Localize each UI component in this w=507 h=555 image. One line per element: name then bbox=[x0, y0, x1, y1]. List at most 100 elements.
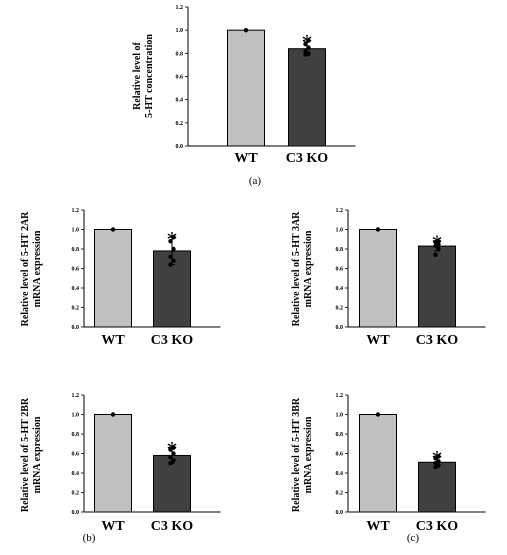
y-tick-label: 0.6 bbox=[72, 267, 80, 273]
bar-wt bbox=[227, 29, 265, 147]
category-label: WT bbox=[366, 519, 390, 534]
y-tick-label: 0.6 bbox=[336, 267, 344, 273]
bar-wt bbox=[94, 229, 132, 328]
data-point bbox=[171, 445, 176, 450]
y-tick-label: 0.4 bbox=[72, 286, 80, 292]
y-axis-label: Relative level of 5-HT 2ARmRNA expressio… bbox=[20, 211, 43, 327]
y-tick-label: 0.6 bbox=[176, 75, 184, 81]
category-label: C3 KO bbox=[151, 333, 194, 348]
significance-star: * bbox=[167, 437, 178, 462]
data-point bbox=[436, 459, 441, 464]
data-point bbox=[110, 227, 116, 232]
bar-c3-ko bbox=[288, 48, 326, 147]
significance-star: * bbox=[432, 445, 443, 470]
y-tick-label: 0.4 bbox=[336, 286, 344, 292]
y-axis-label: Relative level of 5-HT 3ARmRNA expressio… bbox=[291, 211, 314, 327]
y-tick-label: 0.6 bbox=[336, 452, 344, 458]
data-point bbox=[375, 227, 381, 232]
bar-wt bbox=[94, 414, 132, 513]
y-tick-label: 0.2 bbox=[336, 491, 344, 497]
y-axis-label-line: 5-HT concentration bbox=[144, 34, 155, 118]
y-tick-label: 1.2 bbox=[72, 208, 80, 214]
data-point bbox=[303, 48, 308, 54]
y-axis-label-line: mRNA expression bbox=[303, 416, 314, 493]
data-point bbox=[306, 45, 311, 50]
y-tick-label: 0.2 bbox=[72, 306, 80, 312]
data-point bbox=[375, 412, 381, 417]
y-axis-label: Relative level of 5-HT 2BRmRNA expressio… bbox=[20, 397, 43, 512]
data-point bbox=[171, 235, 176, 240]
data-point bbox=[171, 458, 176, 463]
data-point bbox=[171, 246, 176, 252]
y-tick-label: 0.2 bbox=[336, 306, 344, 312]
category-label: WT bbox=[234, 151, 258, 166]
y-tick-label: 1.0 bbox=[176, 28, 184, 34]
data-point bbox=[168, 461, 173, 466]
y-tick-label: 0.0 bbox=[336, 325, 344, 331]
y-axis-label-line: mRNA expression bbox=[32, 230, 43, 307]
category-label: WT bbox=[366, 333, 390, 348]
y-tick-label: 0.0 bbox=[176, 144, 184, 150]
y-axis-label-line: Relative level of 5-HT 2BR bbox=[20, 397, 31, 512]
y-tick-label: 0.6 bbox=[72, 452, 80, 458]
significance-star: * bbox=[302, 30, 313, 55]
y-axis-label-line: Relative level of 5-HT 2AR bbox=[20, 211, 31, 327]
y-tick-label: 0.0 bbox=[336, 510, 344, 516]
category-label: C3 KO bbox=[151, 519, 194, 534]
y-tick-label: 0.4 bbox=[72, 471, 80, 477]
y-axis-label: Relative level of5-HT concentration bbox=[132, 34, 155, 118]
y-tick-label: 1.0 bbox=[336, 413, 344, 419]
y-tick-label: 0.0 bbox=[72, 325, 80, 331]
data-point bbox=[306, 51, 311, 56]
bar-c3-ko bbox=[153, 454, 191, 513]
y-tick-label: 0.4 bbox=[176, 98, 184, 104]
y-tick-label: 0.8 bbox=[336, 247, 344, 253]
panel-label: (c) bbox=[407, 532, 420, 544]
y-axis-label-line: Relative level of 5-HT 3AR bbox=[291, 211, 302, 327]
y-tick-label: 0.8 bbox=[176, 51, 184, 57]
category-label: C3 KO bbox=[416, 519, 459, 534]
y-tick-label: 0.2 bbox=[176, 121, 184, 127]
y-axis-label-line: mRNA expression bbox=[303, 230, 314, 307]
y-tick-label: 1.0 bbox=[336, 228, 344, 234]
y-tick-label: 0.8 bbox=[72, 247, 80, 253]
y-tick-label: 0.8 bbox=[72, 432, 80, 438]
y-tick-label: 0.0 bbox=[72, 510, 80, 516]
y-tick-label: 1.2 bbox=[72, 393, 80, 399]
bar-wt bbox=[359, 414, 397, 513]
category-label: WT bbox=[101, 519, 125, 534]
y-tick-label: 1.0 bbox=[72, 228, 80, 234]
data-point bbox=[243, 27, 249, 33]
data-point bbox=[168, 254, 173, 259]
y-tick-label: 0.2 bbox=[72, 491, 80, 497]
significance-star: * bbox=[432, 230, 443, 255]
data-point bbox=[433, 252, 438, 258]
category-label: C3 KO bbox=[286, 151, 329, 166]
panel-label: (a) bbox=[249, 175, 262, 187]
bar-c3-ko bbox=[418, 245, 456, 328]
y-tick-label: 0.4 bbox=[336, 471, 344, 477]
significance-star: * bbox=[167, 226, 178, 251]
data-point bbox=[306, 38, 311, 43]
data-point bbox=[436, 454, 441, 459]
y-tick-label: 1.2 bbox=[336, 208, 344, 214]
panel-label: (b) bbox=[83, 532, 96, 544]
y-axis-label-line: mRNA expression bbox=[32, 416, 43, 493]
data-point bbox=[168, 455, 173, 460]
category-label: WT bbox=[101, 333, 125, 348]
category-label: C3 KO bbox=[416, 333, 459, 348]
bar-wt bbox=[359, 229, 397, 328]
y-axis-label-line: Relative level of bbox=[132, 41, 143, 109]
data-point bbox=[436, 246, 441, 252]
y-tick-label: 1.2 bbox=[336, 393, 344, 399]
y-tick-label: 0.8 bbox=[336, 432, 344, 438]
data-point bbox=[171, 451, 176, 456]
y-tick-label: 1.2 bbox=[176, 5, 184, 11]
y-axis-label: Relative level of 5-HT 3BRmRNA expressio… bbox=[291, 397, 314, 512]
data-point bbox=[171, 258, 176, 263]
y-axis-label-line: Relative level of 5-HT 3BR bbox=[291, 397, 302, 512]
data-point bbox=[436, 239, 441, 244]
data-point bbox=[168, 239, 173, 244]
data-point bbox=[168, 262, 173, 267]
